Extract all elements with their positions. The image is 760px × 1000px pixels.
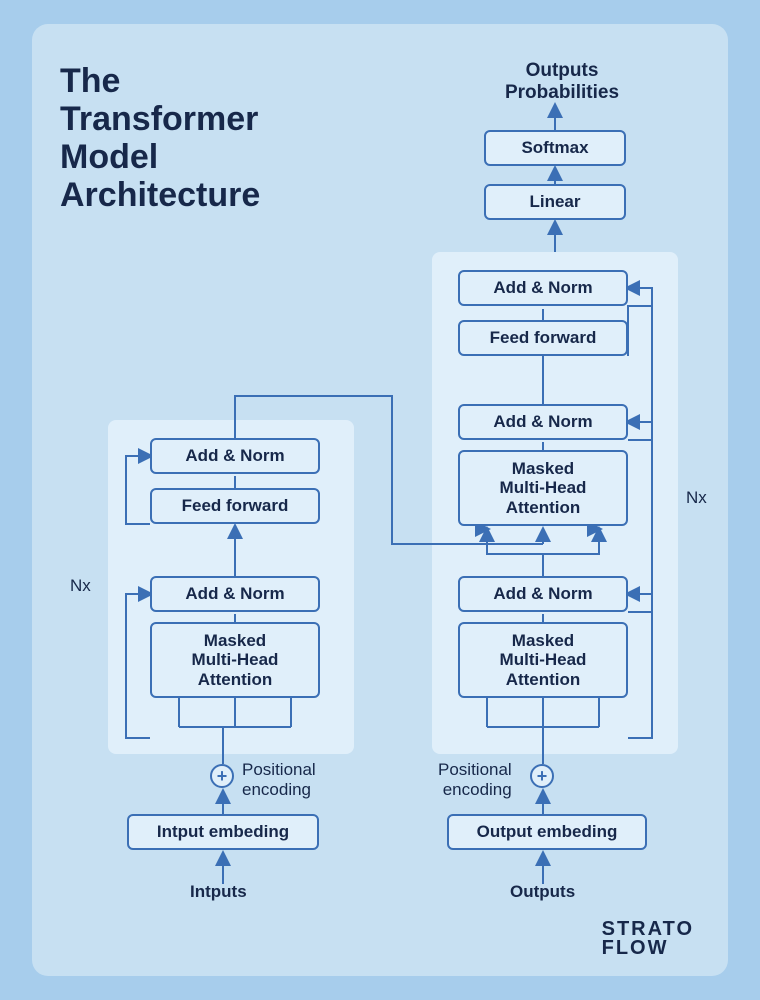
dec-mha-1: Masked Multi-Head Attention — [458, 622, 628, 698]
diagram-panel: The Transformer Model Architecture — [32, 24, 728, 976]
dec-feedforward: Feed forward — [458, 320, 628, 356]
linear-box: Linear — [484, 184, 626, 220]
enc-feedforward: Feed forward — [150, 488, 320, 524]
input-embedding-box: Intput embeding — [127, 814, 319, 850]
outputs-probabilities-label: Outputs Probabilities — [472, 60, 652, 104]
enc-posenc-add-icon: + — [210, 764, 234, 788]
dec-addnorm-2: Add & Norm — [458, 404, 628, 440]
dec-posenc-add-icon: + — [530, 764, 554, 788]
dec-posenc-label: Positional encoding — [438, 760, 512, 799]
enc-nx-label: Nx — [70, 576, 91, 596]
dec-mha-2: Masked Multi-Head Attention — [458, 450, 628, 526]
outputs-label: Outputs — [510, 882, 575, 902]
dec-addnorm-3: Add & Norm — [458, 576, 628, 612]
logo-line2: FLOW — [602, 939, 694, 958]
output-embedding-box: Output embeding — [447, 814, 647, 850]
enc-mha: Masked Multi-Head Attention — [150, 622, 320, 698]
enc-addnorm-1: Add & Norm — [150, 438, 320, 474]
inputs-label: Intputs — [190, 882, 247, 902]
enc-addnorm-2: Add & Norm — [150, 576, 320, 612]
stratoflow-logo: STRATO FLOW — [602, 920, 694, 958]
diagram-title: The Transformer Model Architecture — [60, 62, 260, 214]
dec-nx-label: Nx — [686, 488, 707, 508]
softmax-box: Softmax — [484, 130, 626, 166]
dec-addnorm-1: Add & Norm — [458, 270, 628, 306]
enc-posenc-label: Positional encoding — [242, 760, 316, 799]
